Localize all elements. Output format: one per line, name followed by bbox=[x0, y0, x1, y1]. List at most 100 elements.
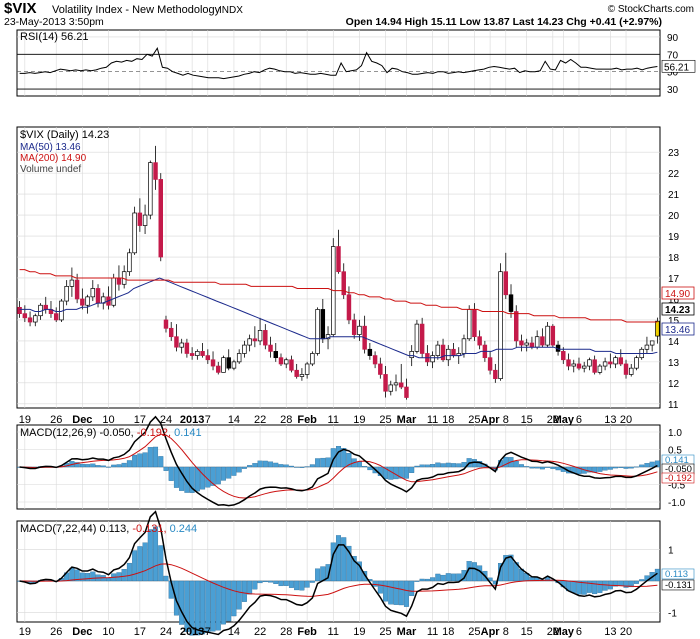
candle-body bbox=[440, 344, 446, 361]
x-tick-label-price: 6 bbox=[576, 414, 582, 426]
x-tick-label-price: 17 bbox=[134, 414, 146, 426]
candle-body bbox=[545, 325, 550, 346]
m1-histogram-bar bbox=[602, 466, 608, 471]
ma50-line bbox=[19, 277, 658, 359]
candle-body bbox=[273, 351, 279, 359]
candle-body bbox=[116, 277, 122, 285]
price-tick-label: 12 bbox=[668, 379, 680, 390]
price-last-box bbox=[661, 286, 695, 300]
price-last-value: 13.46 bbox=[665, 325, 690, 336]
m2-histogram-bar bbox=[294, 580, 300, 591]
price-tick-label: 23 bbox=[668, 148, 680, 159]
candle-body bbox=[508, 294, 514, 312]
x-tick-label-price: 11 bbox=[328, 414, 339, 426]
candle-body bbox=[367, 348, 373, 356]
m1-histogram-bar bbox=[288, 465, 294, 468]
m1-histogram-bar bbox=[597, 466, 603, 472]
m1-histogram-bar bbox=[330, 448, 336, 468]
candle-body bbox=[378, 363, 383, 375]
m2-histogram-bar bbox=[126, 562, 132, 582]
x-tick-label-price: 19 bbox=[353, 414, 365, 426]
x-tick-label-price: 25 bbox=[379, 414, 391, 426]
m1-histogram-bar bbox=[273, 462, 279, 468]
m1-histogram-bar bbox=[513, 461, 519, 468]
m1-histogram-bar bbox=[393, 466, 399, 480]
candle-body bbox=[127, 252, 132, 273]
candle-body bbox=[383, 374, 388, 392]
m2-histogram-bar bbox=[226, 580, 232, 622]
m2-histogram-bar bbox=[508, 554, 514, 582]
candle-body bbox=[487, 357, 493, 371]
m1-histogram-bar bbox=[215, 466, 221, 485]
x-tick-label-bottom: 28 bbox=[280, 626, 292, 638]
candle-body bbox=[398, 382, 404, 388]
m2-histogram-bar bbox=[639, 579, 645, 582]
m2-histogram-bar bbox=[69, 567, 75, 582]
candle-body bbox=[592, 359, 597, 373]
m1-label-prefix: MACD(12,26,9) bbox=[20, 427, 99, 439]
m2-histogram-bar bbox=[419, 578, 425, 582]
candle-body bbox=[174, 336, 179, 348]
candle-body bbox=[268, 344, 273, 352]
m2-histogram-bar bbox=[618, 580, 624, 586]
m2-histogram-bar bbox=[320, 566, 326, 582]
m2-histogram-bar bbox=[74, 569, 80, 582]
x-tick-label-bottom: 19 bbox=[353, 626, 365, 638]
m1-histogram-bar bbox=[503, 456, 509, 468]
x-tick-label-price: 13 bbox=[604, 414, 616, 426]
candle-body bbox=[80, 298, 85, 306]
m1-signal-line bbox=[19, 433, 658, 499]
m1-histogram-bar bbox=[341, 448, 347, 468]
rsi-tick-label: 30 bbox=[667, 85, 679, 96]
candle-body bbox=[148, 162, 153, 216]
x-tick-label-bottom: Feb bbox=[297, 626, 317, 638]
candle-body bbox=[388, 384, 394, 392]
m1-histogram-bar bbox=[320, 457, 326, 468]
m1-histogram-bar bbox=[294, 466, 300, 468]
m1-histogram-bar bbox=[628, 466, 634, 469]
m2-histogram-bar bbox=[356, 561, 362, 582]
price-last-box bbox=[661, 302, 695, 316]
m1-histogram-bar bbox=[116, 464, 122, 468]
candle-body bbox=[618, 357, 624, 365]
m1-histogram-bar bbox=[461, 462, 467, 468]
m2-histogram-bar bbox=[325, 564, 331, 582]
x-tick-label-bottom: 24 bbox=[160, 626, 172, 638]
m2-histogram-bar bbox=[597, 580, 603, 593]
m1-macd-line bbox=[19, 415, 658, 507]
x-tick-label-bottom: Apr bbox=[481, 626, 501, 638]
candle-body bbox=[263, 330, 268, 346]
x-tick-label-bottom: Dec bbox=[72, 626, 92, 638]
m2-histogram-bar bbox=[346, 545, 352, 582]
m1-histogram-bar bbox=[163, 466, 169, 471]
m1-histogram-bar bbox=[90, 463, 96, 468]
m1-label: MACD(12,26,9) -0.050, -0.192, 0.141 bbox=[20, 427, 202, 439]
m1-histogram-bar bbox=[456, 463, 462, 468]
price-tick-label: 16 bbox=[668, 295, 680, 306]
m1-last-value: 0.141 bbox=[665, 455, 689, 466]
m1-histogram-bar bbox=[231, 466, 237, 476]
x-tick-label-bottom: 19 bbox=[19, 626, 31, 638]
m2-histogram-bar bbox=[252, 580, 258, 590]
m2-histogram-bar bbox=[388, 580, 394, 605]
candle-body bbox=[27, 317, 33, 323]
m1-histogram-bar bbox=[644, 463, 650, 468]
m2-histogram-bar bbox=[200, 580, 206, 635]
m1-histogram-bar bbox=[383, 466, 389, 480]
m2-histogram-bar bbox=[158, 545, 164, 582]
m1-histogram-bar bbox=[79, 463, 85, 468]
m1-histogram-bar bbox=[445, 462, 451, 468]
m1-histogram-bar bbox=[241, 466, 247, 469]
candle-body bbox=[608, 361, 613, 365]
m2-histogram-bar bbox=[440, 574, 446, 582]
m1-histogram-bar bbox=[362, 466, 368, 468]
m2-histogram-bar bbox=[351, 556, 357, 582]
candle-body bbox=[649, 340, 655, 346]
m1-histogram-bar bbox=[623, 466, 629, 469]
m2-histogram-bar bbox=[451, 573, 457, 582]
candle-body bbox=[566, 359, 571, 367]
x-tick-label-price: 14 bbox=[228, 414, 240, 426]
x-tick-label-bottom: 11 bbox=[328, 626, 339, 638]
m2-histogram-bar bbox=[471, 562, 477, 582]
m1-histogram-bar bbox=[649, 461, 655, 468]
